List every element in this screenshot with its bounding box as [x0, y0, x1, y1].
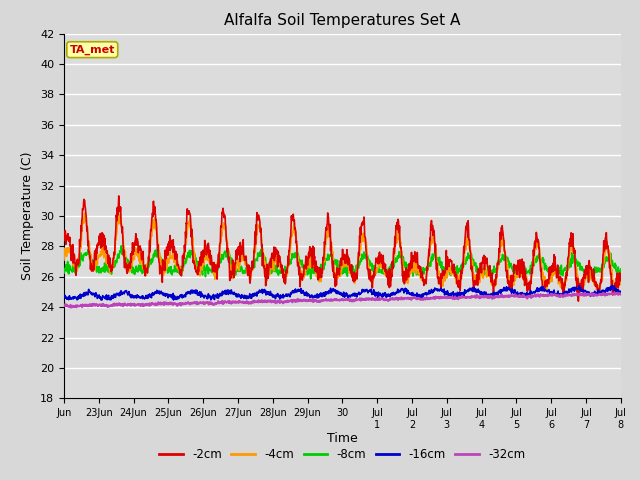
- -16cm: [147, 292, 155, 298]
- -32cm: [581, 290, 589, 296]
- -16cm: [556, 291, 563, 297]
- -8cm: [307, 276, 314, 282]
- -16cm: [328, 287, 336, 293]
- -8cm: [328, 255, 336, 261]
- -8cm: [118, 243, 125, 249]
- Line: -4cm: -4cm: [64, 213, 621, 292]
- -4cm: [594, 289, 602, 295]
- Title: Alfalfa Soil Temperatures Set A: Alfalfa Soil Temperatures Set A: [224, 13, 461, 28]
- -16cm: [474, 287, 482, 293]
- -16cm: [609, 283, 616, 288]
- -2cm: [148, 222, 156, 228]
- -2cm: [328, 260, 336, 266]
- Legend: -2cm, -4cm, -8cm, -16cm, -32cm: -2cm, -4cm, -8cm, -16cm, -32cm: [154, 443, 531, 466]
- Line: -8cm: -8cm: [64, 246, 621, 279]
- -32cm: [474, 294, 482, 300]
- -2cm: [474, 280, 482, 286]
- Line: -32cm: -32cm: [64, 293, 621, 308]
- -2cm: [617, 276, 625, 281]
- -32cm: [611, 291, 618, 297]
- -32cm: [556, 294, 563, 300]
- -2cm: [115, 193, 123, 199]
- Text: TA_met: TA_met: [70, 45, 115, 55]
- -2cm: [611, 288, 618, 294]
- -2cm: [575, 298, 582, 304]
- -32cm: [148, 302, 156, 308]
- -2cm: [556, 277, 563, 283]
- X-axis label: Time: Time: [327, 432, 358, 445]
- -16cm: [170, 297, 177, 303]
- Y-axis label: Soil Temperature (C): Soil Temperature (C): [22, 152, 35, 280]
- -2cm: [317, 275, 325, 280]
- -8cm: [611, 265, 618, 271]
- -16cm: [60, 293, 68, 299]
- -8cm: [318, 265, 326, 271]
- -4cm: [556, 278, 563, 284]
- -4cm: [611, 282, 618, 288]
- -4cm: [60, 257, 68, 263]
- -16cm: [611, 283, 618, 289]
- Line: -2cm: -2cm: [64, 196, 621, 301]
- -32cm: [617, 291, 625, 297]
- -8cm: [556, 269, 564, 275]
- -4cm: [317, 271, 325, 277]
- -32cm: [67, 305, 75, 311]
- -4cm: [81, 210, 88, 216]
- -16cm: [317, 290, 325, 296]
- -8cm: [60, 270, 68, 276]
- -8cm: [617, 266, 625, 272]
- Line: -16cm: -16cm: [64, 286, 621, 300]
- -16cm: [617, 290, 625, 296]
- -4cm: [474, 282, 482, 288]
- -8cm: [148, 256, 156, 262]
- -4cm: [617, 276, 625, 281]
- -32cm: [328, 297, 336, 303]
- -8cm: [474, 269, 482, 275]
- -32cm: [317, 298, 325, 303]
- -32cm: [60, 303, 68, 309]
- -2cm: [60, 232, 68, 238]
- -4cm: [148, 233, 156, 239]
- -4cm: [328, 245, 336, 251]
